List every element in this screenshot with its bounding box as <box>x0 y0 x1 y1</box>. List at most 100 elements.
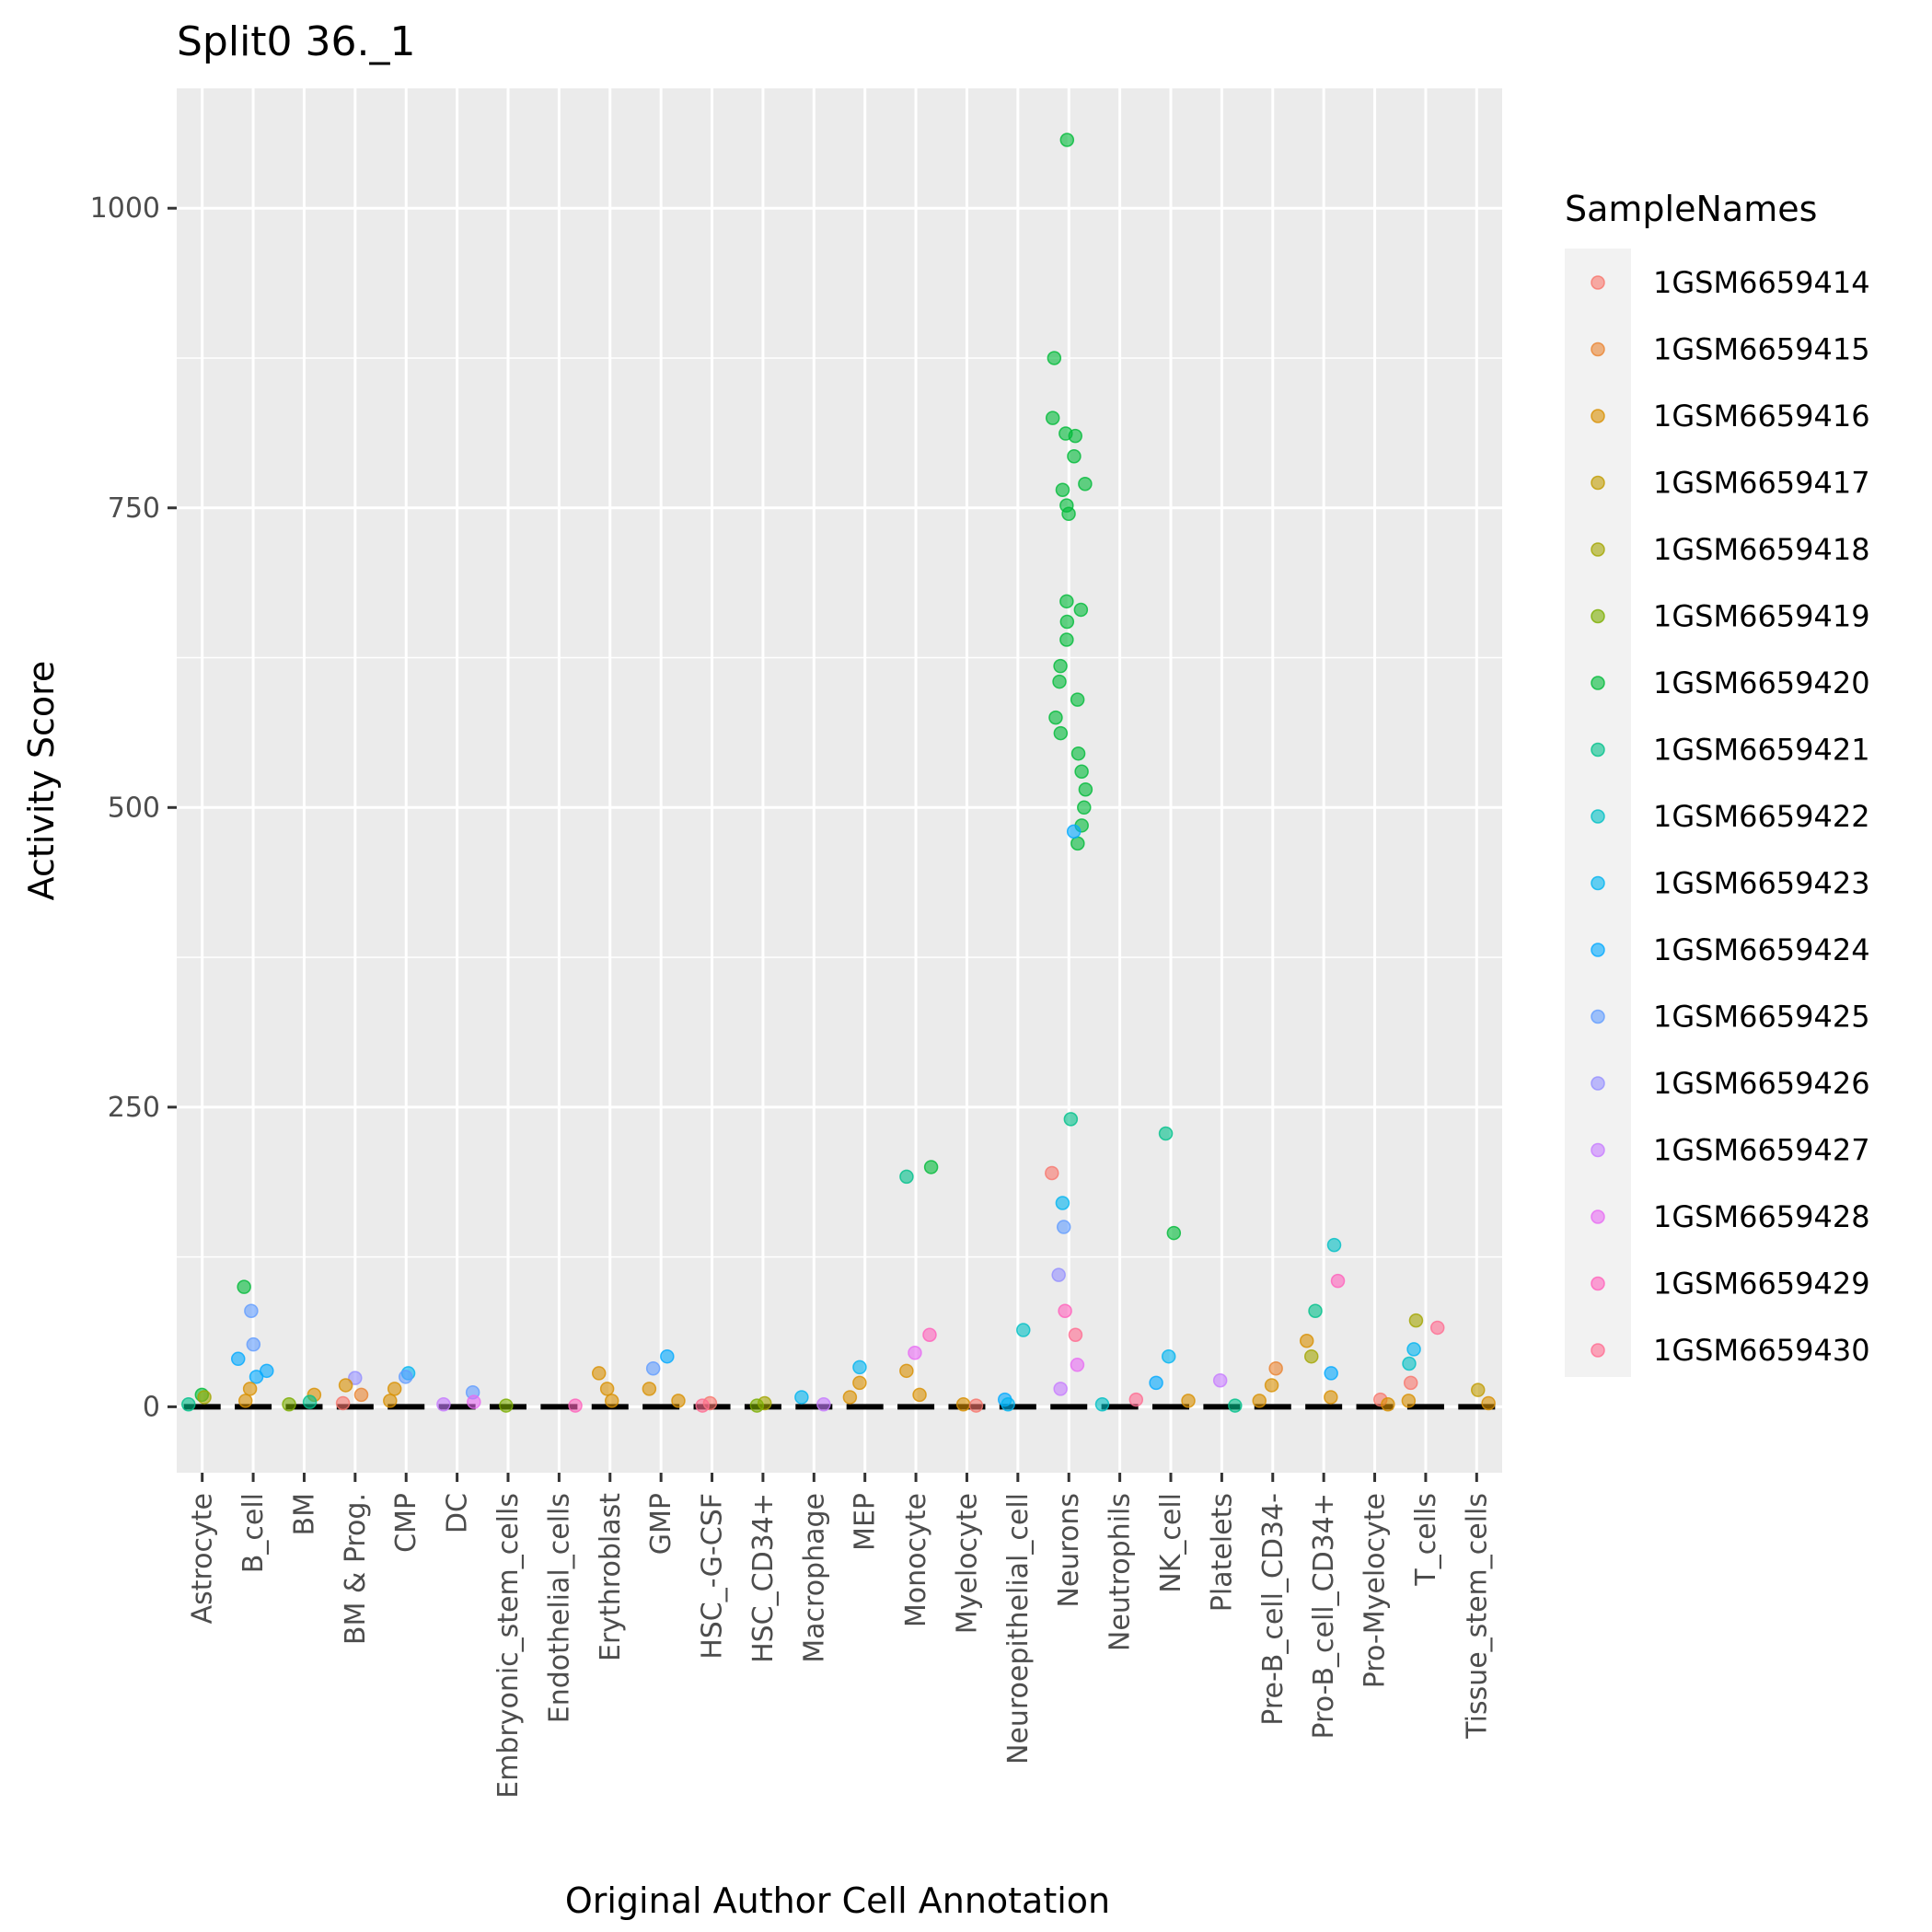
data-point <box>383 1394 398 1408</box>
median-marker <box>438 1404 476 1410</box>
data-point <box>1326 1237 1342 1253</box>
legend-swatch <box>1591 409 1605 423</box>
x-tick-label: CMP <box>390 1493 422 1553</box>
data-point <box>1212 1372 1228 1388</box>
data-point <box>1481 1395 1496 1411</box>
legend-label: 1GSM6659422 <box>1653 799 1870 834</box>
legend-swatch <box>1591 475 1605 491</box>
legend-title: SampleNames <box>1565 189 1817 229</box>
legend-label: 1GSM6659420 <box>1653 665 1870 700</box>
data-point <box>1055 482 1070 497</box>
data-point <box>1158 1126 1174 1141</box>
data-point <box>260 1363 274 1379</box>
legend-swatch <box>1591 1209 1605 1224</box>
x-tick-label: Endothelial_cells <box>543 1493 575 1723</box>
data-point <box>237 1394 253 1408</box>
x-tick-label: Macrophage <box>798 1493 830 1663</box>
legend-swatch <box>1591 1142 1605 1158</box>
data-point <box>1047 351 1062 365</box>
data-point <box>1408 1313 1424 1328</box>
data-point <box>302 1394 318 1409</box>
data-point <box>436 1397 451 1412</box>
legend-label: 1GSM6659417 <box>1653 466 1870 501</box>
data-point <box>1068 1327 1083 1343</box>
y-tick-label: 250 <box>108 1092 160 1124</box>
x-tick-label: Tissue_stem_cells <box>1461 1493 1493 1740</box>
y-tick-label: 500 <box>108 792 160 824</box>
data-point <box>1053 725 1069 741</box>
legend-label: 1GSM6659425 <box>1653 1000 1870 1035</box>
data-point <box>1061 506 1076 522</box>
legend-swatch <box>1591 1276 1605 1291</box>
data-point <box>1016 1323 1031 1337</box>
data-point <box>749 1398 765 1413</box>
x-tick-label: HSC_-G-CSF <box>697 1493 729 1660</box>
data-point <box>1228 1398 1243 1413</box>
legend-swatch <box>1591 542 1605 557</box>
data-point <box>660 1348 675 1364</box>
data-point <box>348 1371 363 1385</box>
y-tick-label: 1000 <box>90 192 160 225</box>
data-point <box>899 1363 914 1379</box>
y-axis: 0 250 500 750 1000 <box>90 192 177 1423</box>
data-point <box>794 1390 809 1405</box>
data-point <box>237 1279 251 1294</box>
data-point <box>1401 1394 1417 1408</box>
legend-swatch <box>1591 1343 1605 1358</box>
median-marker <box>540 1404 578 1410</box>
legend-label: 1GSM6659418 <box>1653 532 1870 567</box>
data-point <box>922 1327 937 1343</box>
data-point <box>1045 411 1060 425</box>
legend-label: 1GSM6659419 <box>1653 599 1870 634</box>
data-point <box>499 1398 514 1413</box>
legend-label: 1GSM6659415 <box>1653 332 1870 367</box>
data-point <box>1045 1165 1059 1181</box>
data-point <box>1059 614 1075 630</box>
data-point <box>246 1336 261 1352</box>
data-point <box>242 1382 258 1396</box>
data-point <box>1324 1390 1338 1405</box>
data-point <box>955 1397 971 1412</box>
data-point <box>1077 800 1092 816</box>
data-point <box>249 1370 264 1384</box>
data-point <box>1403 1375 1418 1391</box>
x-tick-label: MEP <box>850 1493 882 1551</box>
data-point <box>1330 1273 1346 1289</box>
legend-swatch <box>1591 275 1605 290</box>
data-point <box>1308 1303 1323 1318</box>
data-point <box>899 1169 914 1185</box>
x-tick-label: NK_cell <box>1155 1493 1187 1593</box>
data-point <box>1053 1382 1068 1396</box>
data-point <box>181 1397 196 1412</box>
data-points <box>181 133 1496 1413</box>
x-tick-label: B_cell <box>237 1493 270 1573</box>
legend-label: 1GSM6659423 <box>1653 866 1870 901</box>
x-tick-label: Platelets <box>1206 1493 1238 1612</box>
data-point <box>1067 449 1082 464</box>
data-point <box>1470 1382 1486 1397</box>
median-marker <box>1203 1404 1241 1410</box>
data-point <box>852 1375 867 1391</box>
legend-label: 1GSM6659424 <box>1653 932 1870 967</box>
data-point <box>1429 1320 1445 1336</box>
data-point <box>908 1346 922 1360</box>
x-tick-label: DC <box>442 1493 474 1533</box>
legend: SampleNames 1GSM6659414 1GSM6659415 1GSM66… <box>1565 189 1870 1377</box>
legend-swatch <box>1591 676 1605 690</box>
x-tick-label: BM & Prog. <box>340 1493 372 1645</box>
data-point <box>1059 594 1074 609</box>
median-marker <box>336 1404 374 1410</box>
plot-panel <box>177 88 1502 1473</box>
legend-swatch <box>1591 875 1605 891</box>
data-point <box>398 1370 413 1384</box>
data-point <box>1324 1366 1338 1381</box>
data-point <box>1166 1225 1182 1241</box>
grid-lines <box>177 88 1502 1473</box>
x-tick-label: HSC_CD34+ <box>747 1493 780 1663</box>
data-point <box>1070 836 1085 851</box>
median-marker <box>642 1404 680 1410</box>
y-axis-title: Activity Score <box>21 661 62 901</box>
x-tick-label: Astrocyte <box>187 1493 219 1624</box>
x-tick-label: Erythroblast <box>595 1493 627 1661</box>
